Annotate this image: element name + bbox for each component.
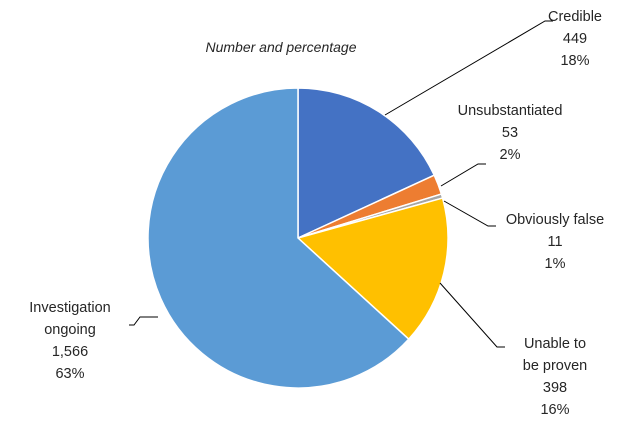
slice-value: 398: [543, 380, 567, 396]
chart-subtitle: Number and percentage: [206, 39, 357, 55]
leader-line-unsubstantiated: [440, 163, 486, 187]
slice-value: 1,566: [52, 344, 88, 360]
pie-slice-investigation-ongoing: [147, 87, 410, 389]
slice-label-unable-to-be-proven: Unable to be proven 398 16%: [523, 336, 588, 418]
slice-name: be proven: [523, 358, 588, 374]
leader-line-obviously-false: [443, 200, 496, 227]
slice-label-credible: Credible 449 18%: [548, 9, 602, 69]
slice-name: Unable to: [524, 336, 586, 352]
slice-label-investigation-ongoing: Investigation ongoing 1,566 63%: [29, 300, 110, 382]
pie-slices: [147, 87, 449, 389]
slice-value: 53: [502, 125, 518, 141]
leader-line-investigation-ongoing: [129, 316, 158, 326]
slice-name: Unsubstantiated: [458, 103, 563, 119]
slice-percent: 63%: [55, 366, 84, 382]
slice-value: 11: [547, 234, 562, 250]
slice-labels: Credible 449 18% Unsubstantiated 53 2% Obvious…: [29, 9, 604, 418]
slice-percent: 2%: [500, 147, 521, 163]
slice-percent: 18%: [560, 53, 589, 69]
leader-line-unable-to-be-proven: [439, 282, 505, 348]
slice-label-obviously-false: Obviously false 11 1%: [506, 212, 604, 272]
leader-line-credible: [384, 20, 553, 116]
pie-slice-unable-to-be-proven: [296, 197, 449, 341]
slice-name: Obviously false: [506, 212, 604, 228]
slice-name: Credible: [548, 9, 602, 25]
slice-name: Investigation: [29, 300, 110, 316]
slice-name: ongoing: [44, 322, 96, 338]
slice-value: 449: [563, 31, 587, 47]
slice-percent: 16%: [540, 402, 569, 418]
slice-label-unsubstantiated: Unsubstantiated 53 2%: [458, 103, 563, 163]
slice-percent: 1%: [545, 256, 566, 272]
pie-slice-credible: [297, 87, 436, 240]
leader-lines: [129, 20, 553, 348]
